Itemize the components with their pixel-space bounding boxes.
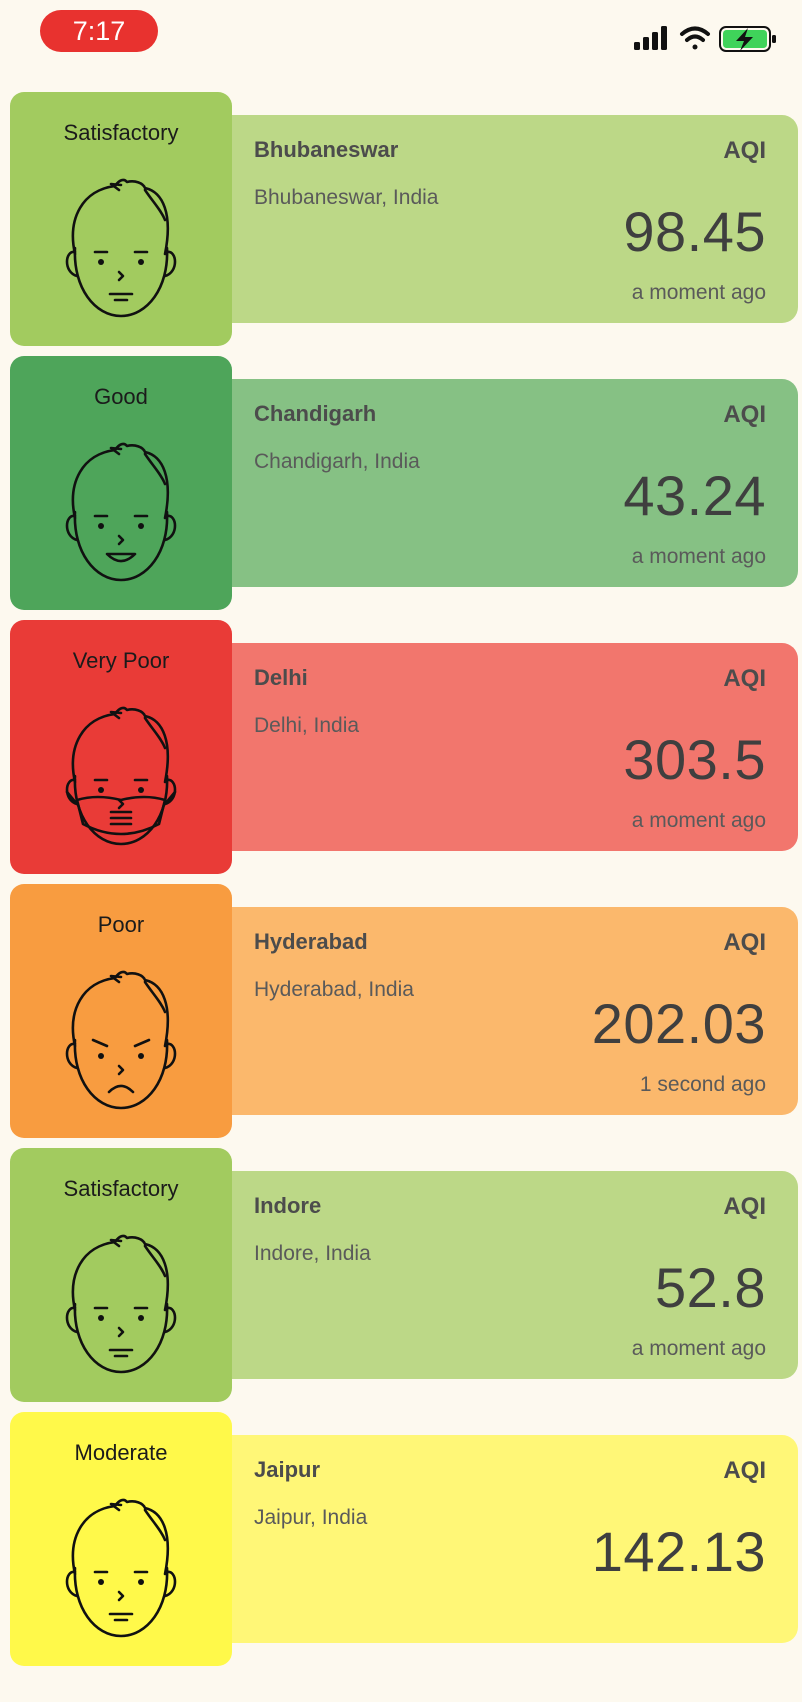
category-tile: Satisfactory [10,1148,232,1402]
category-tile: Moderate [10,1412,232,1666]
aqi-label: AQI [723,1457,766,1484]
aqi-label: AQI [723,401,766,428]
aqi-label: AQI [723,665,766,692]
status-icons [634,26,776,52]
aqi-panel: Hyderabad Hyderabad, India AQI 202.03 1 … [220,907,798,1115]
city-location: Delhi, India [254,714,360,737]
category-label: Poor [97,912,145,937]
city-location: Indore, India [254,1242,371,1265]
updated-time: a moment ago [631,281,766,304]
station-card[interactable]: Poor Hyderabad Hyderabad, India AQI 202.… [10,884,798,1138]
city-name: Bhubaneswar [254,137,399,162]
status-time: 7:17 [40,10,158,52]
aqi-label: AQI [723,929,766,956]
neutral-face-icon [61,176,181,326]
category-label: Good [94,384,148,409]
category-tile: Satisfactory [10,92,232,346]
city-name: Delhi [254,665,308,690]
city-name: Indore [254,1193,322,1218]
signal-icon [634,26,667,50]
category-label: Moderate [74,1440,168,1465]
updated-time: a moment ago [631,545,766,568]
city-name: Chandigarh [254,401,377,426]
aqi-panel: Delhi Delhi, India AQI 303.5 a moment ag… [220,643,798,851]
category-tile: Good [10,356,232,610]
wifi-icon [680,26,710,50]
aqi-panel: Indore Indore, India AQI 52.8 a moment a… [220,1171,798,1379]
city-location: Jaipur, India [254,1506,368,1529]
aqi-panel: Jaipur Jaipur, India AQI 142.13 [220,1435,798,1643]
category-tile: Poor [10,884,232,1138]
updated-time: a moment ago [631,809,766,832]
aqi-value: 202.03 [591,992,766,1055]
category-label: Satisfactory [63,120,179,145]
category-label: Satisfactory [63,1176,179,1201]
neutral-face-icon [61,1496,181,1646]
city-location: Bhubaneswar, India [254,186,439,209]
neutral-face-icon [61,1232,181,1382]
aqi-value: 98.45 [623,200,766,263]
updated-time: 1 second ago [639,1073,766,1096]
city-location: Hyderabad, India [254,978,414,1001]
station-card[interactable]: Satisfactory Bhubaneswar Bhubaneswar, In… [10,92,798,346]
category-label: Very Poor [72,648,170,673]
city-location: Chandigarh, India [254,450,420,473]
smile-face-icon [61,440,181,590]
station-card[interactable]: Satisfactory Indore Indore, India AQI 52… [10,1148,798,1402]
aqi-value: 43.24 [623,464,766,527]
sad-face-icon [61,968,181,1118]
city-name: Hyderabad [254,929,368,954]
battery-charging-icon [719,26,776,52]
city-name: Jaipur [254,1457,321,1482]
aqi-value: 303.5 [623,728,766,791]
bottom-edge [0,1672,802,1702]
aqi-value: 52.8 [655,1256,766,1319]
station-card[interactable]: Moderate Jaipur Jaipur, India AQI 142.13 [10,1412,798,1666]
station-card[interactable]: Very Poor Delhi Delhi, India AQI 303.5 a… [10,620,798,874]
status-bar: 7:17 [0,0,802,70]
aqi-label: AQI [723,1193,766,1220]
masked-face-icon [61,704,181,854]
aqi-value: 142.13 [591,1520,766,1583]
aqi-panel: Bhubaneswar Bhubaneswar, India AQI 98.45… [220,115,798,323]
aqi-panel: Chandigarh Chandigarh, India AQI 43.24 a… [220,379,798,587]
station-card[interactable]: Good Chandigarh Chandigarh, India AQI 43… [10,356,798,610]
updated-time: a moment ago [631,1337,766,1360]
category-tile: Very Poor [10,620,232,874]
aqi-label: AQI [723,137,766,164]
